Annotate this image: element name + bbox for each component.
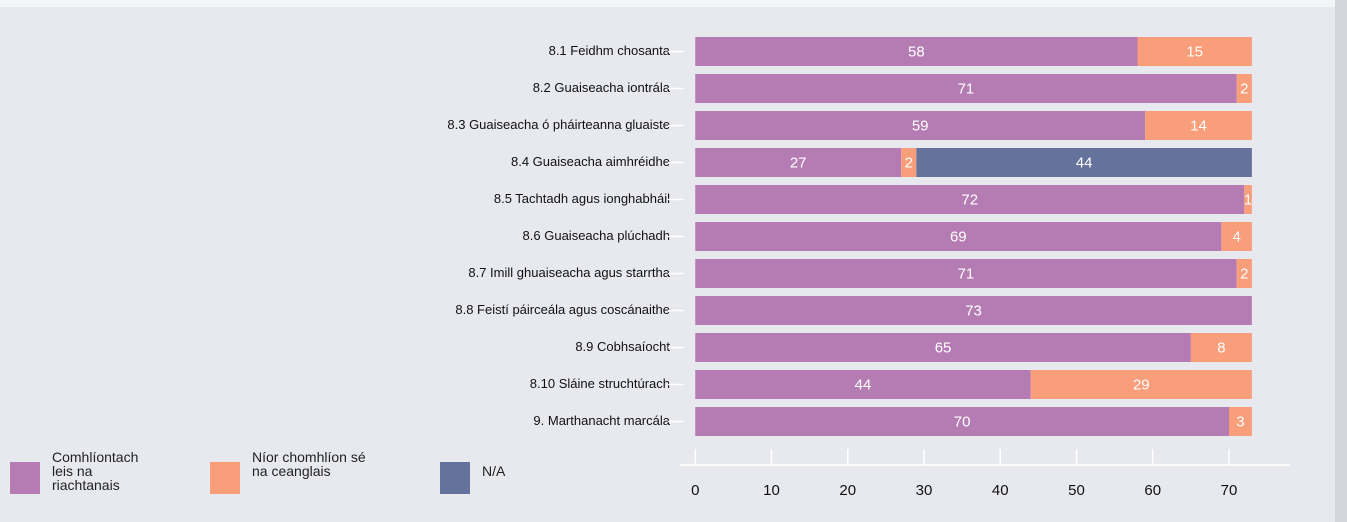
category-label: 8.1 Feidhm chosanta <box>549 43 671 58</box>
legend-label: N/A <box>482 463 506 479</box>
value-label: 44 <box>855 376 872 393</box>
value-label: 65 <box>935 339 952 356</box>
bar-segment <box>695 370 1031 399</box>
x-tick-label: 30 <box>916 482 933 499</box>
value-label: 14 <box>1190 117 1207 134</box>
legend-swatch <box>440 462 470 494</box>
bar-segment <box>1145 111 1252 140</box>
bar-segment <box>916 148 1252 177</box>
bar-segment <box>695 259 1237 288</box>
category-label: 8.5 Tachtadh agus ionghabháil <box>494 191 670 206</box>
x-tick-label: 60 <box>1144 482 1161 499</box>
category-label: 8.2 Guaiseacha iontrála <box>533 80 671 95</box>
x-tick-label: 0 <box>691 482 699 499</box>
value-label: 72 <box>961 191 978 208</box>
bar-segment <box>695 148 902 177</box>
bar-segment <box>1236 259 1252 288</box>
bar-segment <box>901 148 917 177</box>
bar-segment <box>1137 37 1252 66</box>
value-label: 4 <box>1232 228 1240 245</box>
value-label: 15 <box>1186 43 1203 60</box>
value-label: 2 <box>1240 265 1248 282</box>
category-label: 9. Marthanacht marcála <box>533 413 670 428</box>
legend-label: Níor chomhlíon sé na ceanglais <box>252 449 366 479</box>
value-label: 71 <box>958 265 975 282</box>
legend-item: N/A <box>440 450 612 494</box>
value-label: 8 <box>1217 339 1225 356</box>
bar-segment <box>695 333 1191 362</box>
bar-segment <box>1244 185 1252 214</box>
bar-segment <box>1229 407 1252 436</box>
legend-item: Níor chomhlíon sé na ceanglais <box>210 450 382 494</box>
x-tick-label: 70 <box>1221 482 1238 499</box>
value-label: 1 <box>1244 191 1252 208</box>
value-label: 2 <box>905 154 913 171</box>
value-label: 44 <box>1076 154 1093 171</box>
x-tick-label: 20 <box>839 482 856 499</box>
bar-segment <box>695 74 1237 103</box>
value-label: 69 <box>950 228 967 245</box>
legend-item: Comhlíontach leis na riachtanais <box>10 450 162 494</box>
x-tick-label: 10 <box>763 482 780 499</box>
value-label: 29 <box>1133 376 1150 393</box>
x-tick-label: 40 <box>992 482 1009 499</box>
bar-segment <box>1236 74 1252 103</box>
bar-segment <box>695 37 1138 66</box>
value-label: 2 <box>1240 80 1248 97</box>
value-label: 70 <box>954 413 971 430</box>
x-tick-label: 50 <box>1068 482 1085 499</box>
value-label: 73 <box>965 302 982 319</box>
bar-segment <box>1190 333 1252 362</box>
category-label: 8.8 Feistí páirceála agus coscánaithe <box>455 302 670 317</box>
legend-swatch <box>10 462 40 494</box>
top-strip <box>0 0 1347 7</box>
bar-segment <box>695 296 1252 325</box>
bar-segment <box>695 407 1229 436</box>
category-label: 8.4 Guaiseacha aimhréidhe <box>511 154 670 169</box>
scrollbar <box>1335 0 1347 522</box>
category-label: 8.6 Guaiseacha plúchadh <box>523 228 670 243</box>
bar-segment <box>695 111 1146 140</box>
category-label: 8.10 Sláine struchtúrach <box>530 376 670 391</box>
bar-segment <box>695 222 1222 251</box>
value-label: 58 <box>908 43 925 60</box>
category-label: 8.7 Imill ghuaiseacha agus starrtha <box>468 265 670 280</box>
legend-swatch <box>210 462 240 494</box>
category-label: 8.9 Cobhsaíocht <box>575 339 670 354</box>
category-label: 8.3 Guaiseacha ó pháirteanna gluaiste <box>447 117 670 132</box>
value-label: 71 <box>958 80 975 97</box>
legend-label: Comhlíontach leis na riachtanais <box>52 449 139 493</box>
value-label: 27 <box>790 154 807 171</box>
bar-segment <box>1221 222 1252 251</box>
value-label: 59 <box>912 117 929 134</box>
bar-segment <box>695 185 1245 214</box>
bar-segment <box>1030 370 1252 399</box>
value-label: 3 <box>1236 413 1244 430</box>
